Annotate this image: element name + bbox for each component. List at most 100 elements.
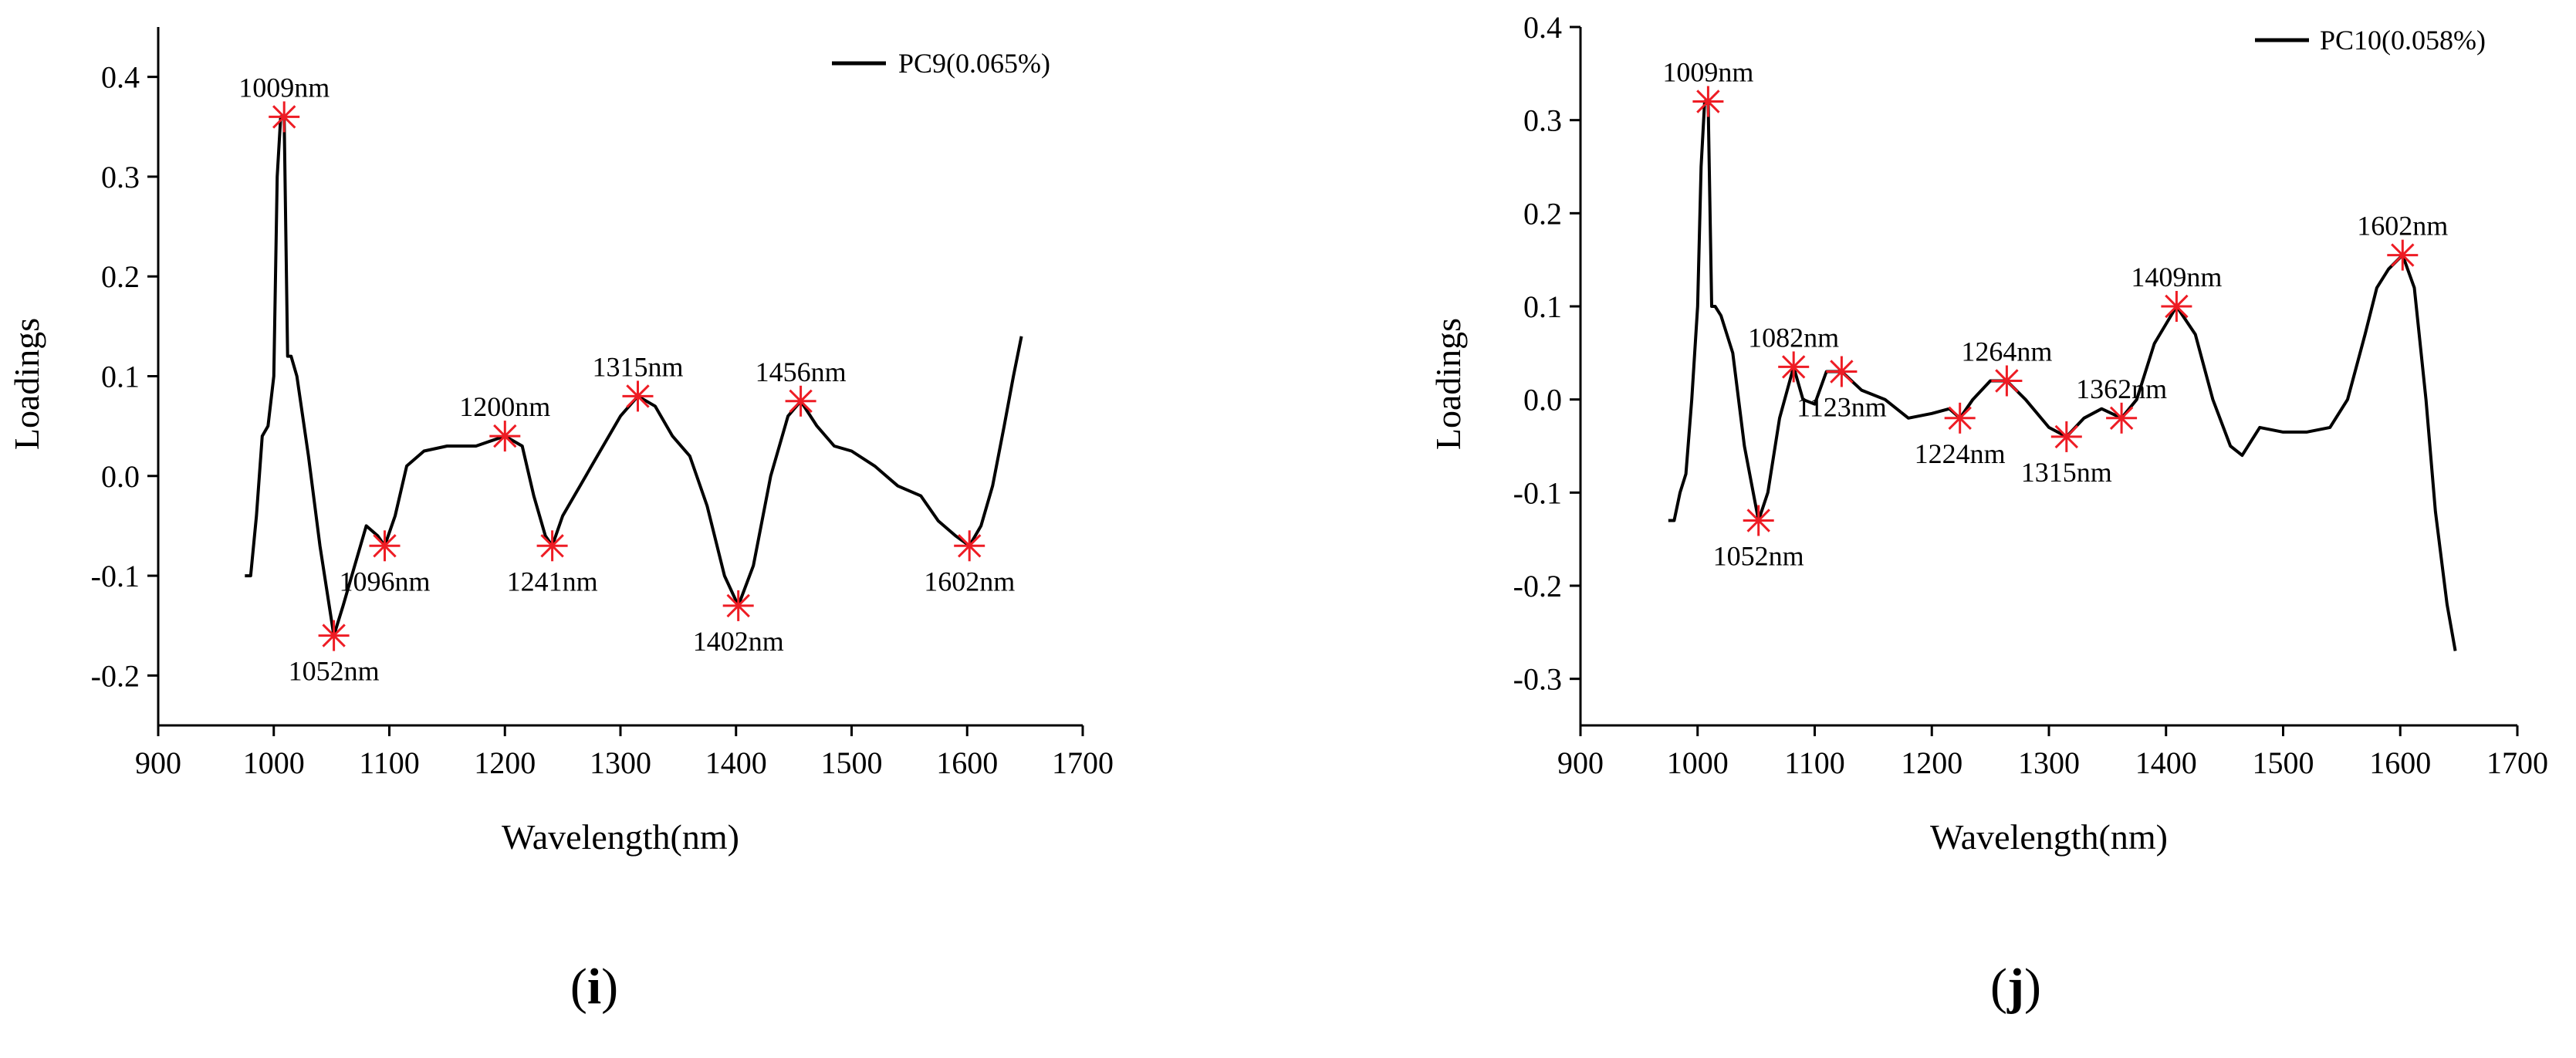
y-tick-label: 0.2: [1523, 196, 1562, 231]
x-tick-label: 1200: [1901, 745, 1962, 780]
peak-marker-stroke: [957, 534, 982, 558]
peak-label: 1096nm: [340, 566, 431, 597]
peak-marker: [318, 620, 350, 651]
peak-marker: [1826, 356, 1858, 387]
peak-marker-stroke: [1995, 369, 2019, 393]
peak-label: 1315nm: [2021, 457, 2112, 488]
x-tick-label: 1200: [474, 745, 536, 780]
peak-marker: [269, 101, 300, 133]
x-tick-label: 1000: [243, 745, 305, 780]
peak-marker-stroke: [1746, 509, 1770, 532]
x-tick-label: 1700: [1052, 745, 1114, 780]
peak-marker: [1692, 86, 1724, 117]
peak-label: 1123nm: [1797, 391, 1887, 422]
x-tick-label: 1400: [2135, 745, 2197, 780]
peak-label: 1200nm: [459, 391, 550, 422]
panel-label: (j): [1990, 958, 2041, 1015]
x-tick-label: 1100: [1784, 745, 1845, 780]
peak-marker: [1778, 351, 1810, 383]
panel-label: (i): [570, 958, 618, 1015]
y-axis-title: Loadings: [1428, 318, 1468, 450]
peak-label: 1241nm: [507, 566, 598, 597]
chart-panel-i: 900 1000 1100 1200 1300 1400 1500 1600 1700 -0.2 -…: [7, 27, 1114, 1015]
panel-label-paren: (: [570, 958, 587, 1015]
peak-marker-stroke: [322, 624, 346, 647]
peak-marker-stroke: [493, 424, 517, 448]
peak-marker-stroke: [789, 389, 813, 414]
panel-label-letter: i: [587, 958, 601, 1015]
y-tick-label: 0.1: [1523, 289, 1562, 324]
peak-marker-stroke: [540, 534, 564, 558]
peak-marker: [489, 421, 521, 452]
y-tick-label: -0.1: [91, 559, 140, 593]
peak-label: 1224nm: [1915, 438, 2006, 469]
peak-marker: [622, 380, 654, 412]
y-tick-label: 0.0: [101, 459, 140, 494]
x-tick-label: 1300: [590, 745, 651, 780]
y-tick-label: 0.4: [1523, 10, 1562, 45]
y-tick-label: 0.3: [101, 160, 140, 194]
y-tick-label: -0.2: [1513, 569, 1562, 603]
y-tick-label: 0.0: [1523, 383, 1562, 417]
x-tick-label: 1700: [2486, 745, 2548, 780]
peak-marker-stroke: [2109, 406, 2134, 431]
peak-label: 1009nm: [238, 72, 330, 103]
peak-marker: [2387, 239, 2419, 271]
peak-marker: [1944, 402, 1976, 434]
x-tick-label: 1600: [2369, 745, 2431, 780]
peak-marker-stroke: [2165, 294, 2189, 319]
peak-label: 1052nm: [289, 656, 380, 687]
series-line-pc10: [1668, 100, 2457, 651]
peak-label: 1362nm: [2076, 374, 2167, 404]
y-tick-label: 0.3: [1523, 103, 1562, 138]
y-tick-label: 0.1: [101, 360, 140, 394]
peak-label: 1409nm: [2131, 262, 2222, 292]
peak-marker-stroke: [1830, 360, 1854, 384]
y-tick-label: 0.4: [101, 60, 140, 95]
panel-label-paren: ): [601, 958, 618, 1015]
panel-label-paren: (: [1990, 958, 2007, 1015]
peak-label: 1315nm: [592, 351, 683, 382]
peak-marker-stroke: [373, 534, 397, 558]
y-tick-label: -0.1: [1513, 475, 1562, 510]
peak-label: 1456nm: [756, 357, 847, 387]
peak-marker: [1743, 505, 1774, 536]
x-tick-label: 900: [135, 745, 181, 780]
x-tick-label: 1500: [821, 745, 883, 780]
peak-label: 1602nm: [924, 566, 1015, 597]
peak-marker: [2050, 421, 2082, 452]
peak-label: 1602nm: [2357, 211, 2448, 242]
chart-panel-j: 900 1000 1100 1200 1300 1400 1500 1600 1700 -0.3 -…: [1428, 10, 2548, 1015]
peak-marker-stroke: [1781, 355, 1806, 379]
x-tick-label: 1600: [936, 745, 998, 780]
x-tick-label: 900: [1557, 745, 1604, 780]
y-tick-label: -0.2: [91, 658, 140, 693]
peak-label: 1052nm: [1713, 541, 1804, 572]
panel-label-letter: j: [2006, 958, 2024, 1015]
peak-marker: [785, 385, 816, 417]
x-axis-title: Wavelength(nm): [502, 817, 739, 857]
peak-label: 1082nm: [1748, 322, 1839, 353]
peak-marker-stroke: [1696, 90, 1720, 113]
x-axis-title: Wavelength(nm): [1930, 817, 2168, 857]
peak-marker: [954, 530, 985, 562]
legend-label: PC10(0.058%): [2320, 25, 2486, 56]
peak-marker-stroke: [2391, 243, 2415, 267]
peak-marker-stroke: [1948, 406, 1972, 431]
peak-marker-stroke: [726, 593, 750, 618]
peak-marker: [1991, 365, 2023, 397]
peak-label: 1264nm: [1961, 336, 2052, 367]
peak-label: 1009nm: [1662, 57, 1753, 88]
peak-marker: [2106, 402, 2138, 434]
peak-marker: [2161, 291, 2192, 322]
peak-label: 1402nm: [693, 626, 784, 657]
x-tick-label: 1000: [1667, 745, 1729, 780]
peak-marker-stroke: [272, 105, 296, 129]
peak-marker: [536, 530, 568, 562]
x-tick-label: 1400: [705, 745, 767, 780]
legend-label: PC9(0.065%): [898, 48, 1050, 79]
peak-marker-stroke: [626, 384, 650, 408]
x-tick-label: 1500: [2253, 745, 2314, 780]
peak-marker: [722, 590, 754, 621]
